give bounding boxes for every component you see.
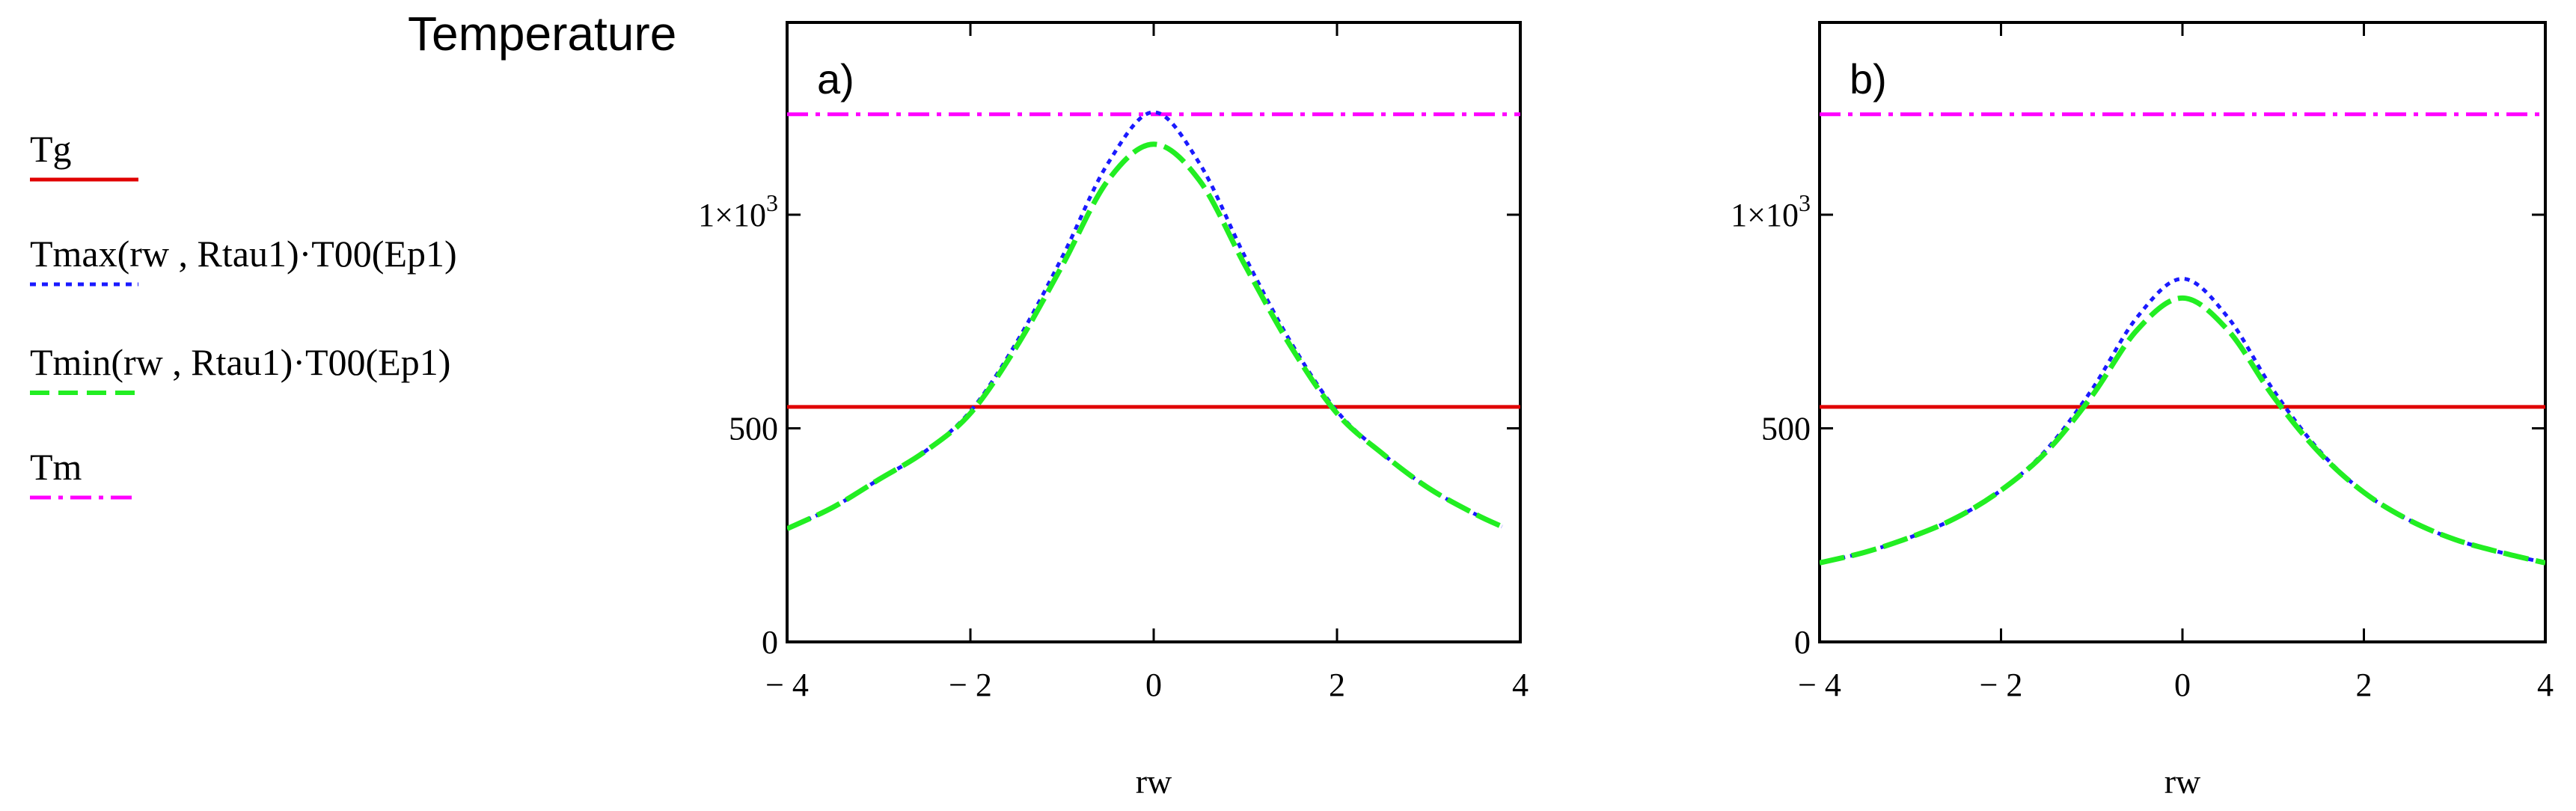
y-tick-exponent: 3 [766,189,778,216]
x-axis-label: rw [2164,762,2201,801]
x-tick-label: 2 [1329,667,1345,703]
plot-area [1820,112,2545,566]
y-tick-label: 1×103 [1731,189,1811,233]
panel-label: b) [1850,55,1887,102]
y-tick-label: 1×103 [698,189,778,233]
tmax-series-line [1820,277,2545,565]
legend-swatch-dashdot-magenta [30,495,138,500]
tmin-series-line [787,141,1503,531]
x-tick-label: 0 [1145,667,1162,703]
legend-item-tmax: Tmax(rw , Rtau1)·T00(Ep1) [30,232,457,289]
legend: Tg Tmax(rw , Rtau1)·T00(Ep1) Tmin(rw , R… [0,0,673,569]
plot-area [787,110,1520,531]
y-tick-label: 0 [762,624,778,661]
legend-item-tm: Tm [30,445,142,502]
panel-b: − 4 − 2 0 2 4 0 500 1×103 b) rw [1731,21,2554,801]
tmin-series-line [1820,295,2545,566]
tmax-series-line [787,110,1503,530]
x-tick-label: − 2 [949,667,992,703]
legend-label: Tmax(rw , Rtau1)·T00(Ep1) [30,233,457,275]
chart-title: Temperature [408,7,677,61]
legend-label: Tm [30,446,82,488]
x-tick-label: 2 [2356,667,2372,703]
legend-item-tg: Tg [30,127,142,184]
legend-swatch-solid-red [30,177,138,182]
x-tick-label: − 2 [1980,667,2023,703]
legend-item-tmin: Tmin(rw , Rtau1)·T00(Ep1) [30,340,450,397]
x-tick-label: − 4 [765,667,809,703]
legend-label: Tg [30,128,72,170]
x-axis-label: rw [1136,762,1172,801]
x-tick-label: − 4 [1798,667,1841,703]
y-tick-exponent: 3 [1799,189,1811,216]
y-tick-label: 500 [729,410,778,447]
panel-label: a) [817,55,854,102]
panel-a: − 4 − 2 0 2 4 0 500 1×103 a) rw [698,21,1529,801]
legend-swatch-dashed-green [30,391,138,395]
x-tick-label: 4 [1512,667,1529,703]
x-tick-label: 0 [2174,667,2191,703]
y-tick-label: 500 [1761,410,1811,447]
x-tick-label: 4 [2537,667,2554,703]
legend-label: Tmin(rw , Rtau1)·T00(Ep1) [30,341,451,383]
y-tick-label: 0 [1794,624,1811,661]
